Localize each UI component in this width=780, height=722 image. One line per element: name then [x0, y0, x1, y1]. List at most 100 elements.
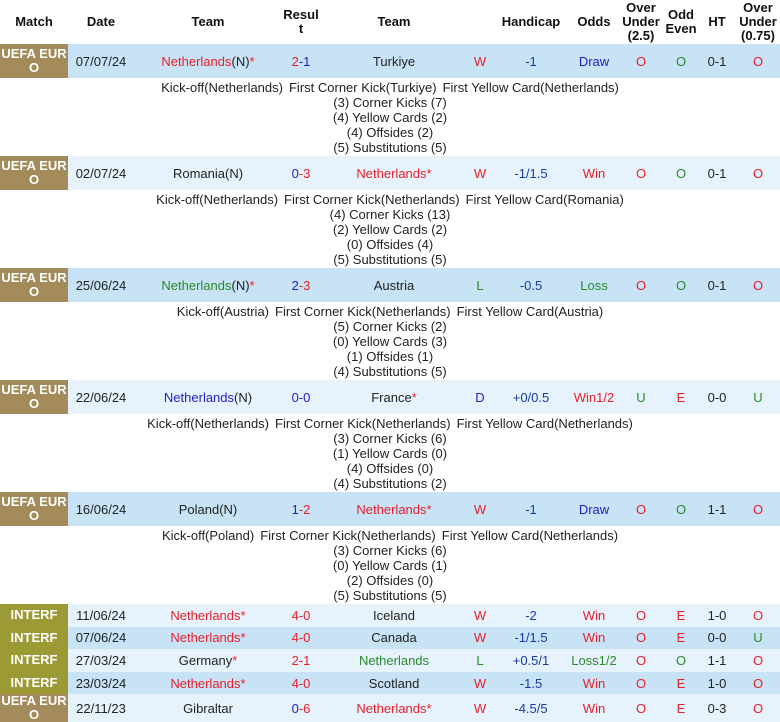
match-row[interactable]: UEFA EURO 22/11/23 Gibraltar 0-6 Netherlands… — [0, 694, 780, 722]
first-yellow-info: First Yellow Card(Austria) — [456, 304, 604, 319]
home-team[interactable]: Poland(N) — [134, 492, 282, 526]
home-team[interactable]: Germany* — [134, 649, 282, 672]
odds-result: Win — [570, 671, 618, 695]
match-date: 22/06/24 — [68, 380, 134, 414]
header-ht: HT — [708, 14, 726, 29]
competition-badge[interactable]: INTERF — [0, 604, 68, 627]
favorite-star: * — [240, 607, 246, 623]
competition-badge[interactable]: UEFA EURO — [0, 268, 68, 302]
header-team-home: Team — [191, 14, 225, 29]
first-yellow-info: First Yellow Card(Romania) — [465, 192, 624, 207]
win-loss: L — [468, 649, 492, 672]
half-time-score: 0-1 — [698, 156, 736, 190]
win-loss: W — [468, 492, 492, 526]
result-score[interactable]: 0-0 — [282, 380, 320, 414]
away-score: 0 — [303, 607, 311, 623]
handicap: +0/0.5 — [492, 380, 570, 414]
result-score[interactable]: 4-0 — [282, 604, 320, 627]
away-team[interactable]: Netherlands* — [320, 492, 468, 526]
home-score: 2 — [291, 277, 299, 293]
away-team[interactable]: Canada — [320, 626, 468, 650]
away-team[interactable]: Austria — [320, 268, 468, 302]
result-score[interactable]: 0-6 — [282, 694, 320, 722]
result-score[interactable]: 4-0 — [282, 626, 320, 650]
competition-badge[interactable]: INTERF — [0, 649, 68, 672]
odd-even: O — [664, 492, 698, 526]
stat-substitutions: (5) Substitutions (5) — [333, 252, 447, 267]
home-team[interactable]: Netherlands(N)* — [134, 44, 282, 78]
over-under-0-75: O — [736, 694, 780, 722]
away-team-name: Canada — [371, 630, 417, 646]
away-team[interactable]: Netherlands* — [320, 156, 468, 190]
score-dash: - — [298, 501, 304, 517]
home-team[interactable]: Netherlands* — [134, 604, 282, 627]
competition-badge[interactable]: UEFA EURO — [0, 380, 68, 414]
home-team[interactable]: Netherlands* — [134, 671, 282, 695]
result-score[interactable]: 1-2 — [282, 492, 320, 526]
result-score[interactable]: 0-3 — [282, 156, 320, 190]
competition-badge[interactable]: INTERF — [0, 626, 68, 650]
stat-offsides: (4) Offsides (2) — [346, 125, 434, 140]
match-row[interactable]: UEFA EURO 02/07/24 Romania(N) 0-3 Netherland… — [0, 156, 780, 190]
away-team[interactable]: Scotland — [320, 671, 468, 695]
competition-badge[interactable]: UEFA EURO — [0, 156, 68, 190]
home-team[interactable]: Netherlands(N)* — [134, 268, 282, 302]
home-score: 2 — [291, 53, 299, 69]
match-row[interactable]: UEFA EURO 07/07/24 Netherlands(N)* 2-1 Turki… — [0, 44, 780, 78]
odd-even: E — [664, 626, 698, 650]
match-date: 23/03/24 — [68, 671, 134, 695]
first-yellow-info: First Yellow Card(Netherlands) — [442, 80, 619, 95]
competition-badge[interactable]: UEFA EURO — [0, 694, 68, 722]
home-team[interactable]: Romania(N) — [134, 156, 282, 190]
result-score[interactable]: 2-1 — [282, 44, 320, 78]
home-team[interactable]: Netherlands* — [134, 626, 282, 650]
home-team-name: Germany — [178, 652, 233, 668]
competition-badge[interactable]: UEFA EURO — [0, 44, 68, 78]
over-under-2-5: O — [618, 492, 664, 526]
away-team[interactable]: France* — [320, 380, 468, 414]
odd-even: O — [664, 268, 698, 302]
handicap: -2 — [492, 604, 570, 627]
score-dash: - — [298, 607, 304, 623]
match-row[interactable]: INTERF 11/06/24 Netherlands* 4-0 Iceland W -2 W… — [0, 604, 780, 627]
competition-badge[interactable]: UEFA EURO — [0, 492, 68, 526]
half-time-score: 0-3 — [698, 694, 736, 722]
result-score[interactable]: 2-1 — [282, 649, 320, 672]
kickoff-info: Kick-off(Netherlands) — [147, 416, 270, 431]
home-team[interactable]: Gibraltar — [134, 694, 282, 722]
score-dash: - — [298, 700, 304, 716]
match-row[interactable]: INTERF 23/03/24 Netherlands* 4-0 Scotland W -1… — [0, 671, 780, 695]
first-yellow-info: First Yellow Card(Netherlands) — [456, 416, 633, 431]
match-row[interactable]: UEFA EURO 16/06/24 Poland(N) 1-2 Netherlands… — [0, 492, 780, 526]
over-under-2-5: O — [618, 156, 664, 190]
stat-yellow-cards: (0) Yellow Cards (1) — [332, 558, 448, 573]
score-dash: - — [298, 675, 304, 691]
away-team[interactable]: Netherlands — [320, 649, 468, 672]
match-row[interactable]: UEFA EURO 25/06/24 Netherlands(N)* 2-3 Austr… — [0, 268, 780, 302]
kickoff-info: Kick-off(Austria) — [176, 304, 270, 319]
header-row: Match Date Team Result Team Handicap Odds Over … — [0, 0, 780, 44]
result-score[interactable]: 2-3 — [282, 268, 320, 302]
win-loss: D — [468, 380, 492, 414]
handicap: -1.5 — [492, 671, 570, 695]
score-dash: - — [298, 630, 304, 646]
stat-substitutions: (4) Substitutions (5) — [333, 364, 447, 379]
favorite-star: * — [249, 53, 255, 69]
result-score[interactable]: 4-0 — [282, 671, 320, 695]
favorite-star: * — [426, 501, 432, 517]
away-score: 1 — [303, 53, 311, 69]
half-time-score: 1-0 — [698, 671, 736, 695]
match-row[interactable]: UEFA EURO 22/06/24 Netherlands(N) 0-0 France… — [0, 380, 780, 414]
kickoff-info: Kick-off(Netherlands) — [161, 80, 283, 95]
match-row[interactable]: INTERF 27/03/24 Germany* 2-1 Netherlands L +0.… — [0, 649, 780, 672]
away-team[interactable]: Turkiye — [320, 44, 468, 78]
odd-even: O — [664, 649, 698, 672]
odds-result: Loss — [570, 268, 618, 302]
stat-yellow-cards: (1) Yellow Cards (0) — [332, 446, 448, 461]
handicap: -1/1.5 — [492, 626, 570, 650]
away-team[interactable]: Iceland — [320, 604, 468, 627]
home-team[interactable]: Netherlands(N) — [134, 380, 282, 414]
competition-badge[interactable]: INTERF — [0, 671, 68, 695]
away-team[interactable]: Netherlands* — [320, 694, 468, 722]
match-row[interactable]: INTERF 07/06/24 Netherlands* 4-0 Canada W -1/1… — [0, 626, 780, 650]
